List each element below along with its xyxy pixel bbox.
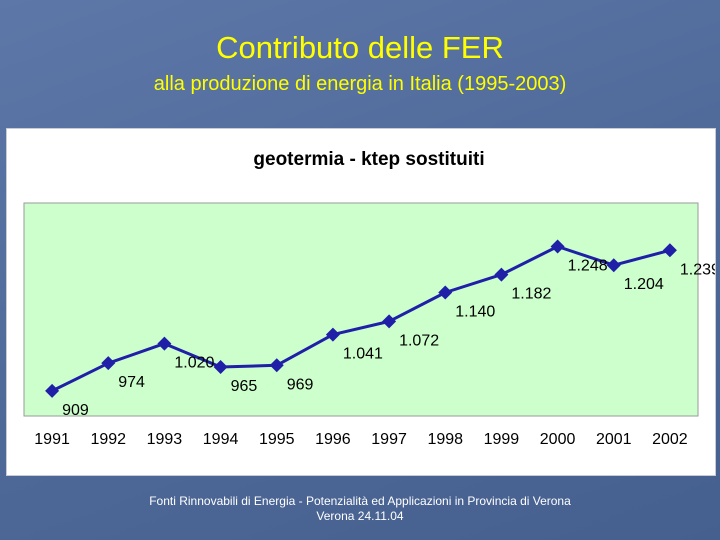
x-tick-label: 1997: [371, 431, 407, 448]
chart-title: geotermia - ktep sostituiti: [253, 149, 484, 170]
data-label: 1.020: [174, 355, 214, 372]
x-tick-label: 1992: [90, 431, 126, 448]
plot-area: [23, 202, 699, 417]
data-point-marker: [494, 267, 509, 282]
data-label: 1.248: [568, 257, 608, 274]
data-point-marker: [101, 356, 116, 371]
data-label: 1.140: [455, 303, 495, 320]
x-tick-label: 1993: [147, 431, 183, 448]
data-label: 1.204: [624, 276, 664, 293]
data-label: 1.182: [511, 286, 551, 303]
series-line: [51, 245, 671, 393]
x-tick-label: 1996: [315, 431, 351, 448]
slide-title: Contributo delle FER: [216, 30, 504, 65]
data-markers-layer: [45, 239, 677, 398]
data-label: 1.072: [399, 332, 439, 349]
x-tick-label: 1998: [427, 431, 463, 448]
data-point-marker: [269, 358, 284, 373]
series-line-layer: [51, 245, 671, 393]
geothermal-line-chart: geotermia - ktep sostituiti 9099741.0209…: [23, 149, 715, 448]
data-label: 1.041: [343, 346, 383, 363]
data-point-marker: [662, 243, 677, 258]
x-tick-label: 2000: [540, 431, 576, 448]
data-point-marker: [45, 383, 60, 398]
data-label: 969: [287, 376, 314, 393]
data-label: 909: [62, 402, 89, 419]
footer: Fonti Rinnovabili di Energia - Potenzial…: [0, 494, 720, 524]
data-label: 965: [231, 378, 258, 395]
x-tick-label: 1999: [484, 431, 520, 448]
data-point-marker: [325, 327, 340, 342]
x-tick-label: 1994: [203, 431, 239, 448]
data-label: 1.239: [680, 261, 715, 278]
data-point-marker: [213, 360, 228, 375]
data-point-marker: [550, 239, 565, 254]
x-tick-label: 2002: [652, 431, 688, 448]
chart-panel: geotermia - ktep sostituiti 909 974 1.020 9…: [6, 128, 716, 476]
data-labels-layer: 909 974 1.020 965 969 1.041 1.072 1.140 1.182 1.2…: [62, 257, 715, 418]
x-axis-tick-labels: 1991 1992 1993 1994 1995 1996 1997 1998 1999 2000…: [34, 431, 688, 448]
data-point-marker: [438, 285, 453, 300]
slide-subtitle: alla produzione di energia in Italia (19…: [153, 73, 567, 95]
x-tick-label: 1991: [34, 431, 70, 448]
footer-line-1: Fonti Rinnovabili di Energia - Potenzial…: [149, 494, 571, 508]
data-point-marker: [382, 314, 397, 329]
footer-line-2: Verona 24.11.04: [316, 509, 404, 523]
data-label: 974: [118, 374, 145, 391]
x-tick-label: 2001: [596, 431, 632, 448]
data-point-marker: [606, 258, 621, 273]
x-tick-label: 1995: [259, 431, 295, 448]
data-point-marker: [157, 336, 172, 351]
